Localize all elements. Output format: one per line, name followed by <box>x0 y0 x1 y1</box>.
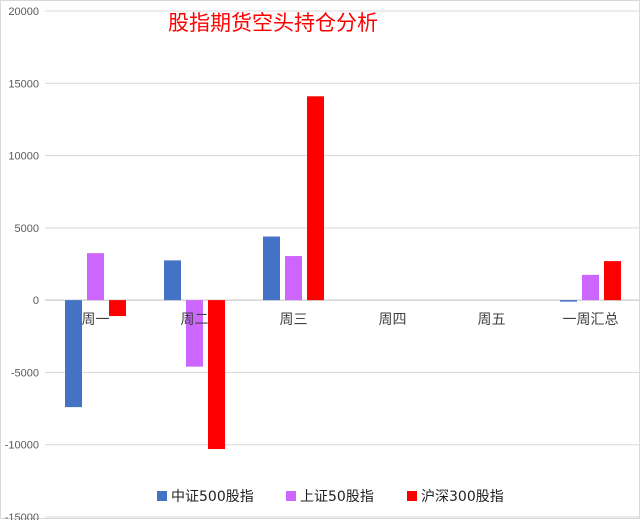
bar-1-周一 <box>65 300 82 408</box>
x-category-label: 周二 <box>181 312 209 328</box>
bar-2-周一 <box>87 253 104 301</box>
legend-label: 沪深300股指 <box>421 489 504 505</box>
bar-3-一周汇总 <box>604 261 621 301</box>
y-tick-label: 10000 <box>8 151 39 163</box>
legend-label: 中证500股指 <box>171 489 254 505</box>
chart-title: 股指期货空头持仓分析 <box>168 11 378 35</box>
x-category-label: 一周汇总 <box>563 312 619 328</box>
bar-3-周一 <box>109 300 126 317</box>
x-category-label: 周三 <box>280 312 308 328</box>
x-category-label: 周五 <box>478 312 506 328</box>
legend-swatch <box>157 491 167 501</box>
y-tick-label: 15000 <box>8 78 39 90</box>
bar-1-周二 <box>164 260 181 301</box>
bar-3-周三 <box>307 96 324 301</box>
gridlines <box>45 10 639 518</box>
legend: 中证500股指 上证50股指 沪深300股指 <box>157 489 504 505</box>
bar-1-一周汇总 <box>560 300 577 302</box>
bar-2-周三 <box>285 256 302 301</box>
y-tick-label: -5000 <box>11 367 39 379</box>
y-tick-label: 20000 <box>8 6 39 18</box>
bar-2-一周汇总 <box>582 274 599 301</box>
legend-swatch <box>407 491 417 501</box>
y-tick-label: 5000 <box>15 223 39 235</box>
y-tick-label: -15000 <box>5 512 39 520</box>
y-axis-ticks: 20000 15000 10000 5000 0 -5000 -10000 -15000 <box>5 6 39 520</box>
y-tick-label: 0 <box>33 295 39 307</box>
x-axis-categories: 周一 周二 周三 周四 周五 一周汇总 <box>82 312 619 328</box>
bar-1-周三 <box>263 236 280 301</box>
bars <box>65 96 621 450</box>
bar-2-周二 <box>186 300 203 367</box>
y-tick-label: -10000 <box>5 440 39 452</box>
legend-label: 上证50股指 <box>300 489 374 505</box>
bar-3-周二 <box>208 300 225 450</box>
x-category-label: 周一 <box>82 312 110 328</box>
legend-swatch <box>286 491 296 501</box>
x-category-label: 周四 <box>379 312 407 328</box>
